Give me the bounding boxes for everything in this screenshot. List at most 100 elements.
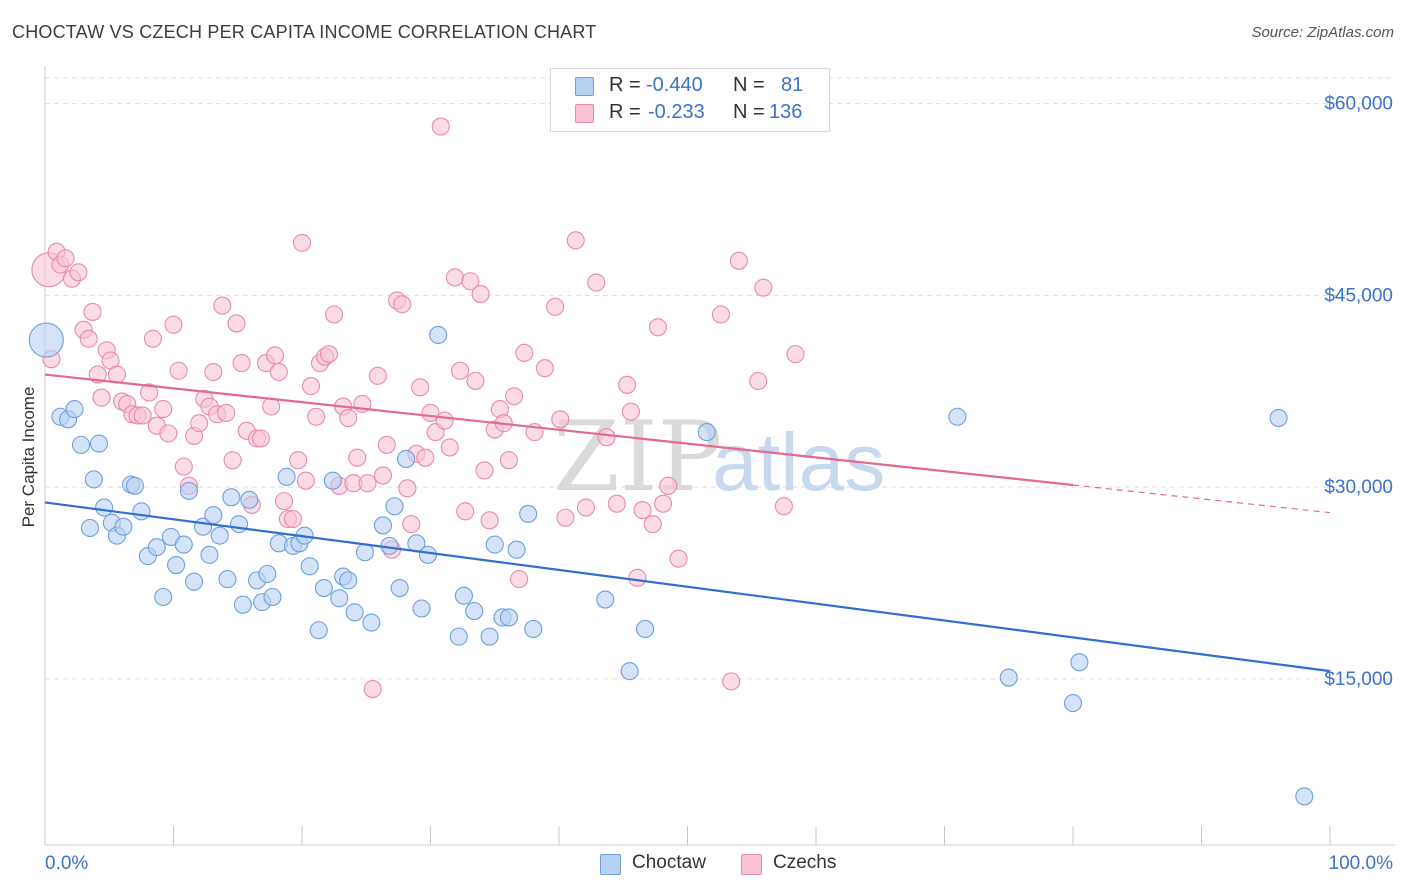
czechs-point — [633, 501, 652, 520]
choctaw-point — [174, 535, 193, 554]
czechs-point — [289, 451, 308, 470]
czechs-swatch — [575, 104, 594, 123]
x-tick-label: 0.0% — [45, 853, 88, 874]
czechs-point — [786, 345, 805, 364]
choctaw-point — [454, 586, 473, 605]
czechs-point — [325, 305, 344, 324]
choctaw-point — [620, 662, 639, 681]
czechs-point — [307, 407, 326, 426]
choctaw-point — [28, 322, 64, 358]
choctaw-point — [71, 435, 91, 454]
choctaw-point — [697, 423, 716, 442]
czechs-point — [669, 549, 688, 568]
czechs-point — [292, 233, 312, 252]
choctaw-point — [132, 502, 151, 521]
choctaw-point — [362, 613, 381, 632]
czechs-point — [546, 297, 565, 316]
choctaw-point — [636, 619, 655, 639]
czechs-point — [576, 498, 596, 517]
grid-lines — [45, 77, 1395, 680]
czechs-point — [393, 295, 412, 314]
choctaw-point — [185, 572, 204, 591]
choctaw-point — [222, 488, 241, 507]
choctaw-r-value: -0.440 — [646, 74, 703, 96]
czechs-point — [648, 318, 667, 337]
czechs-trend-line — [44, 373, 1074, 487]
choctaw-point — [125, 476, 144, 495]
czechs-point — [301, 377, 321, 396]
choctaw-point — [233, 595, 252, 614]
czechs-point — [164, 315, 183, 334]
czechs-point — [654, 494, 673, 513]
choctaw-point — [385, 497, 404, 516]
choctaw-point — [240, 490, 259, 509]
czechs-point — [749, 371, 768, 391]
choctaw-legend-label: Choctaw — [632, 852, 706, 873]
trend-lines — [44, 373, 1331, 673]
choctaw-point — [80, 518, 100, 538]
chart-title: CHOCTAW VS CZECH PER CAPITA INCOME CORRE… — [12, 22, 597, 42]
czechs-point — [431, 117, 450, 136]
czechs-r-label: R = — [609, 101, 641, 123]
choctaw-point — [314, 579, 333, 598]
czechs-point — [92, 388, 111, 407]
czechs-point — [566, 231, 585, 250]
czechs-point — [79, 329, 98, 348]
czechs-point — [510, 570, 529, 589]
czechs-point — [618, 375, 637, 394]
choctaw-point — [1295, 787, 1314, 806]
czechs-point — [204, 362, 223, 382]
czechs-point — [628, 568, 647, 587]
choctaw-legend-swatch — [600, 854, 621, 875]
choctaw-r-label: R = — [609, 74, 641, 96]
czechs-point — [319, 345, 339, 364]
choctaw-point — [345, 603, 364, 622]
choctaw-point — [65, 400, 84, 419]
choctaw-point — [1063, 694, 1083, 713]
czechs-point — [475, 461, 494, 480]
czechs-point — [607, 494, 626, 513]
czechs-n-label: N = — [733, 101, 765, 123]
czechs-point — [358, 474, 377, 493]
choctaw-point — [154, 587, 173, 607]
choctaw-point — [519, 504, 538, 523]
choctaw-points — [28, 322, 1314, 806]
choctaw-point — [89, 434, 109, 453]
choctaw-point — [412, 599, 431, 618]
czechs-point — [411, 378, 430, 397]
watermark-zip: ZIP — [553, 401, 722, 513]
choctaw-point — [1269, 408, 1288, 428]
choctaw-point — [147, 538, 166, 557]
choctaw-swatch — [575, 77, 594, 96]
choctaw-point — [167, 555, 186, 575]
legend-row-czechs: R = -0.233 N = 136 — [551, 100, 829, 126]
czechs-point — [722, 672, 741, 691]
czechs-point — [174, 457, 193, 476]
czechs-legend-swatch — [741, 854, 762, 875]
choctaw-point — [258, 564, 277, 584]
choctaw-point — [507, 540, 526, 559]
czechs-point — [190, 414, 209, 433]
choctaw-trend-line — [44, 501, 1331, 673]
czechs-point — [283, 509, 303, 529]
czechs-trend-line-extension — [1072, 484, 1331, 514]
czechs-point — [754, 278, 773, 297]
czechs-point — [133, 406, 152, 425]
choctaw-n-value: 81 — [781, 74, 804, 96]
czechs-point — [456, 502, 475, 521]
choctaw-n-label: N = — [733, 74, 765, 96]
czechs-point — [480, 511, 499, 530]
choctaw-point — [277, 467, 296, 486]
tick-labels: $15,000 $30,000 $45,000 $60,000 0.0% 100.0% — [45, 94, 1393, 874]
czechs-point — [368, 366, 387, 385]
y-tick-label: $30,000 — [1324, 477, 1393, 498]
choctaw-point — [373, 516, 393, 535]
czechs-point — [402, 515, 421, 534]
czechs-r-value: -0.233 — [648, 101, 705, 123]
czechs-point — [348, 448, 367, 467]
czechs-point — [774, 497, 793, 516]
czechs-point — [217, 403, 236, 422]
czechs-point — [515, 343, 534, 362]
choctaw-point — [179, 481, 198, 500]
czechs-point — [213, 296, 232, 315]
